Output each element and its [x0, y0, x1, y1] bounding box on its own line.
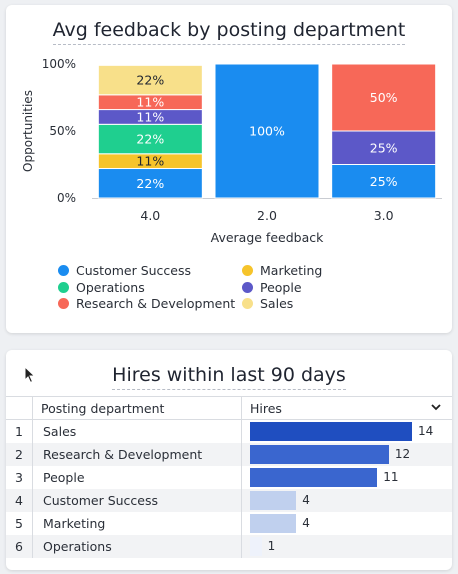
y-tick-label: 100%: [42, 57, 76, 71]
hires-cell: 12: [241, 443, 452, 466]
row-index: 6: [6, 535, 33, 558]
hires-value: 4: [302, 493, 310, 507]
hires-table-card: Hires within last 90 days Posting depart…: [6, 350, 452, 570]
stacked-bar-chart: 100%50%0%Opportunities22%11%22%11%11%22%…: [21, 57, 442, 245]
legend-label: Operations: [76, 279, 145, 295]
bar-data-label: 11%: [136, 154, 164, 169]
y-tick-label: 50%: [49, 124, 76, 138]
bar-data-label: 25%: [370, 140, 398, 155]
bar-data-label: 50%: [370, 90, 398, 105]
bar-segment: [97, 168, 203, 199]
hires-table: Posting department Hires 1 Sales 14 2 Resear…: [6, 396, 452, 558]
department-cell: Operations: [32, 535, 242, 558]
hires-cell: 4: [241, 512, 452, 535]
legend-swatch: [242, 298, 253, 309]
chart-title-text: Avg feedback by posting department: [52, 19, 406, 45]
y-tick-label: 0%: [57, 191, 76, 205]
row-index: 3: [15, 470, 23, 485]
column-header-hires[interactable]: Hires: [241, 396, 452, 420]
hires-cell: 1: [241, 535, 452, 558]
bar-data-label: 11%: [136, 95, 164, 110]
bar-data-label: 22%: [136, 132, 164, 147]
legend-swatch: [58, 265, 69, 276]
legend-item[interactable]: Customer Success: [58, 263, 191, 278]
bar-segment: [214, 63, 320, 199]
feedback-chart-card: Avg feedback by posting department 100% 5…: [6, 5, 452, 333]
hires-bar: [250, 445, 389, 464]
legend-item[interactable]: Sales: [242, 296, 293, 311]
bar-segment: [331, 63, 437, 132]
bar-segment: [331, 164, 437, 199]
legend-label: Research & Development: [76, 296, 236, 311]
column-header-hires-label: Hires: [250, 400, 282, 416]
row-index: 4: [6, 489, 33, 512]
hires-cell: 4: [241, 489, 452, 512]
x-tick-label: 3.0: [374, 208, 394, 223]
legend-label: Customer Success: [76, 263, 192, 278]
department-cell: Sales: [32, 419, 242, 443]
table-row[interactable]: 3 People 11: [6, 466, 452, 489]
bar-data-label: 22%: [136, 73, 164, 88]
department-cell: Research & Development: [32, 443, 242, 466]
row-index: 1: [15, 424, 23, 439]
legend-item[interactable]: People: [242, 280, 302, 295]
table-row[interactable]: 2 Research & Development 12: [6, 443, 452, 466]
y-axis-label: Opportunities: [21, 90, 35, 172]
bar-data-label: 100%: [249, 124, 285, 139]
hires-bar: [250, 537, 262, 556]
index-header: [6, 396, 33, 420]
hires-value: 11: [383, 470, 399, 484]
hires-bar: [250, 491, 297, 510]
mouse-cursor-icon: [24, 366, 36, 384]
legend-swatch: [58, 298, 69, 309]
bar-data-label: 22%: [136, 176, 164, 191]
table-row[interactable]: 6 Operations 1: [6, 535, 452, 558]
bar-segment: [331, 130, 437, 165]
legend-item[interactable]: Marketing: [242, 263, 322, 278]
legend-swatch: [58, 281, 69, 293]
row-index: 2: [6, 443, 33, 466]
hires-value: 1: [267, 539, 276, 553]
hires-cell: 14: [241, 419, 452, 443]
column-header-department[interactable]: Posting department: [32, 396, 242, 420]
hires-value: 12: [394, 447, 411, 461]
bar-data-label: 25%: [370, 174, 398, 189]
x-tick-label: 4.0: [140, 208, 160, 223]
hires-bar: [250, 468, 378, 487]
table-row[interactable]: 5 Marketing 4: [6, 512, 452, 535]
chart-title: Avg feedback by posting department: [6, 19, 452, 45]
hires-bar: [250, 422, 412, 441]
legend-label: Sales: [260, 296, 294, 311]
table-row[interactable]: 4 Customer Success 4: [6, 489, 452, 512]
legend-swatch: [242, 281, 253, 293]
hires-value: 4: [302, 516, 310, 530]
table-title: Hires within last 90 days: [6, 364, 452, 390]
legend-item[interactable]: Operations: [58, 280, 145, 295]
legend-label: People: [260, 279, 302, 295]
chevron-down-icon[interactable]: [430, 401, 442, 413]
department-cell: People: [32, 466, 242, 489]
hires-value: 14: [418, 424, 434, 438]
table-title-text: Hires within last 90 days: [112, 364, 346, 390]
x-tick-label: 2.0: [257, 208, 277, 223]
hires-cell: 11: [241, 466, 452, 489]
legend-item[interactable]: Research & Development: [58, 296, 235, 311]
department-cell: Marketing: [32, 512, 242, 535]
row-index: 5: [15, 516, 23, 531]
x-axis-label: Average feedback: [211, 230, 324, 245]
table-header-row: Posting department Hires: [6, 396, 452, 420]
department-cell: Customer Success: [32, 489, 242, 512]
hires-bar: [250, 514, 297, 533]
legend-swatch: [242, 265, 253, 276]
bar-segment: [97, 64, 203, 96]
legend-label: Marketing: [260, 263, 323, 278]
table-row[interactable]: 1 Sales 14: [6, 419, 452, 443]
bar-data-label: 11%: [136, 109, 164, 124]
